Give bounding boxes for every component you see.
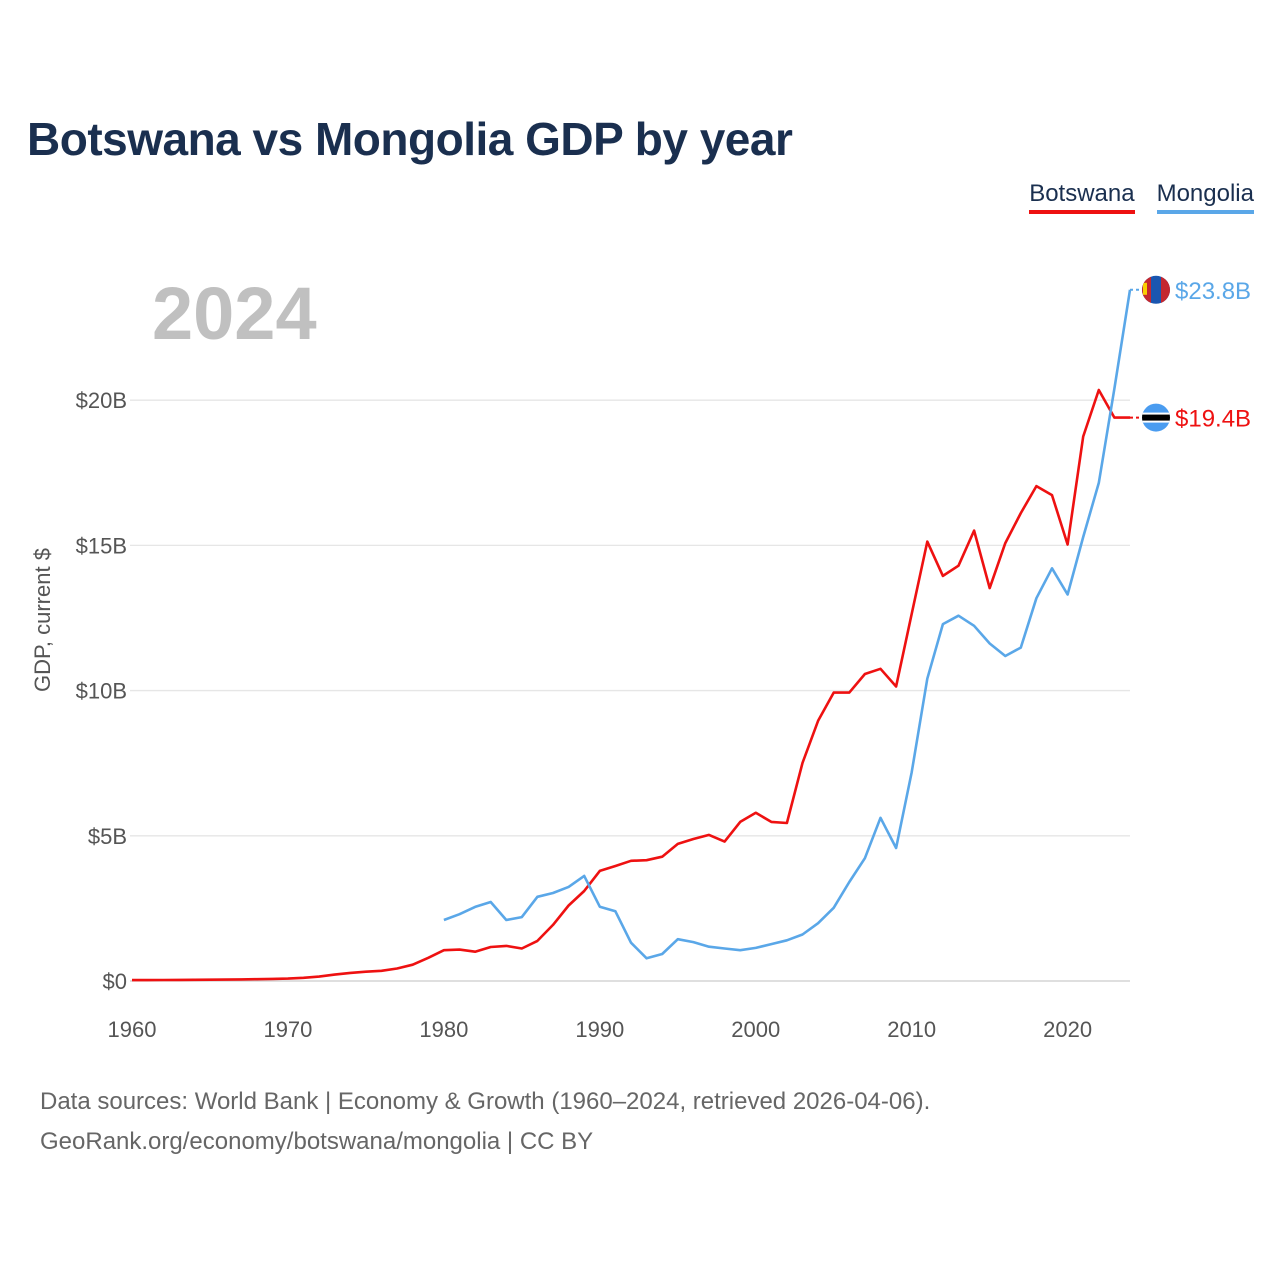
botswana-flag-icon bbox=[1142, 403, 1170, 432]
footer-sources: Data sources: World Bank | Economy & Gro… bbox=[40, 1088, 931, 1115]
legend: Botswana Mongolia bbox=[1029, 180, 1254, 214]
end-markers: $19.4B $23.8B bbox=[1130, 275, 1251, 433]
footer-link[interactable]: GeoRank.org/economy/botswana/mongolia | … bbox=[40, 1128, 594, 1155]
y-axis-ticks: $0 $5B $10B $15B $20B bbox=[76, 388, 127, 994]
footer: Data sources: World Bank | Economy & Gro… bbox=[40, 1082, 930, 1162]
x-tick-label: 2010 bbox=[887, 1017, 936, 1042]
y-tick-label: $10B bbox=[76, 679, 127, 704]
current-year-label: 2024 bbox=[152, 272, 317, 355]
end-value-label-botswana: $19.4B bbox=[1175, 406, 1251, 433]
legend-item-mongolia[interactable]: Mongolia bbox=[1156, 180, 1254, 214]
y-tick-label: $5B bbox=[88, 824, 127, 849]
grid-lines bbox=[130, 399, 1130, 982]
series-line-mongolia[interactable] bbox=[443, 289, 1132, 960]
x-tick-label: 1960 bbox=[108, 1017, 157, 1042]
line-chart: 2024 $0 $5B $10B $15B $20B 1960 1970 1980 1990 2… bbox=[30, 272, 1251, 1042]
y-tick-label: $15B bbox=[76, 533, 127, 558]
y-tick-label: $20B bbox=[76, 388, 127, 413]
series-line-botswana[interactable] bbox=[132, 388, 1130, 982]
series-group bbox=[132, 289, 1132, 982]
mongolia-flag-icon bbox=[1142, 275, 1170, 304]
x-tick-label: 1980 bbox=[419, 1017, 468, 1042]
end-value-label-mongolia: $23.8B bbox=[1175, 278, 1251, 305]
x-tick-label: 2000 bbox=[731, 1017, 780, 1042]
y-tick-label: $0 bbox=[103, 969, 127, 994]
y-axis-title: GDP, current $ bbox=[30, 548, 55, 692]
chart-title: Botswana vs Mongolia GDP by year bbox=[27, 113, 793, 165]
x-tick-label: 2020 bbox=[1043, 1017, 1092, 1042]
x-tick-label: 1970 bbox=[263, 1017, 312, 1042]
x-axis-ticks: 1960 1970 1980 1990 2000 2010 2020 bbox=[108, 1017, 1093, 1042]
x-tick-label: 1990 bbox=[575, 1017, 624, 1042]
legend-item-botswana[interactable]: Botswana bbox=[1029, 180, 1135, 214]
